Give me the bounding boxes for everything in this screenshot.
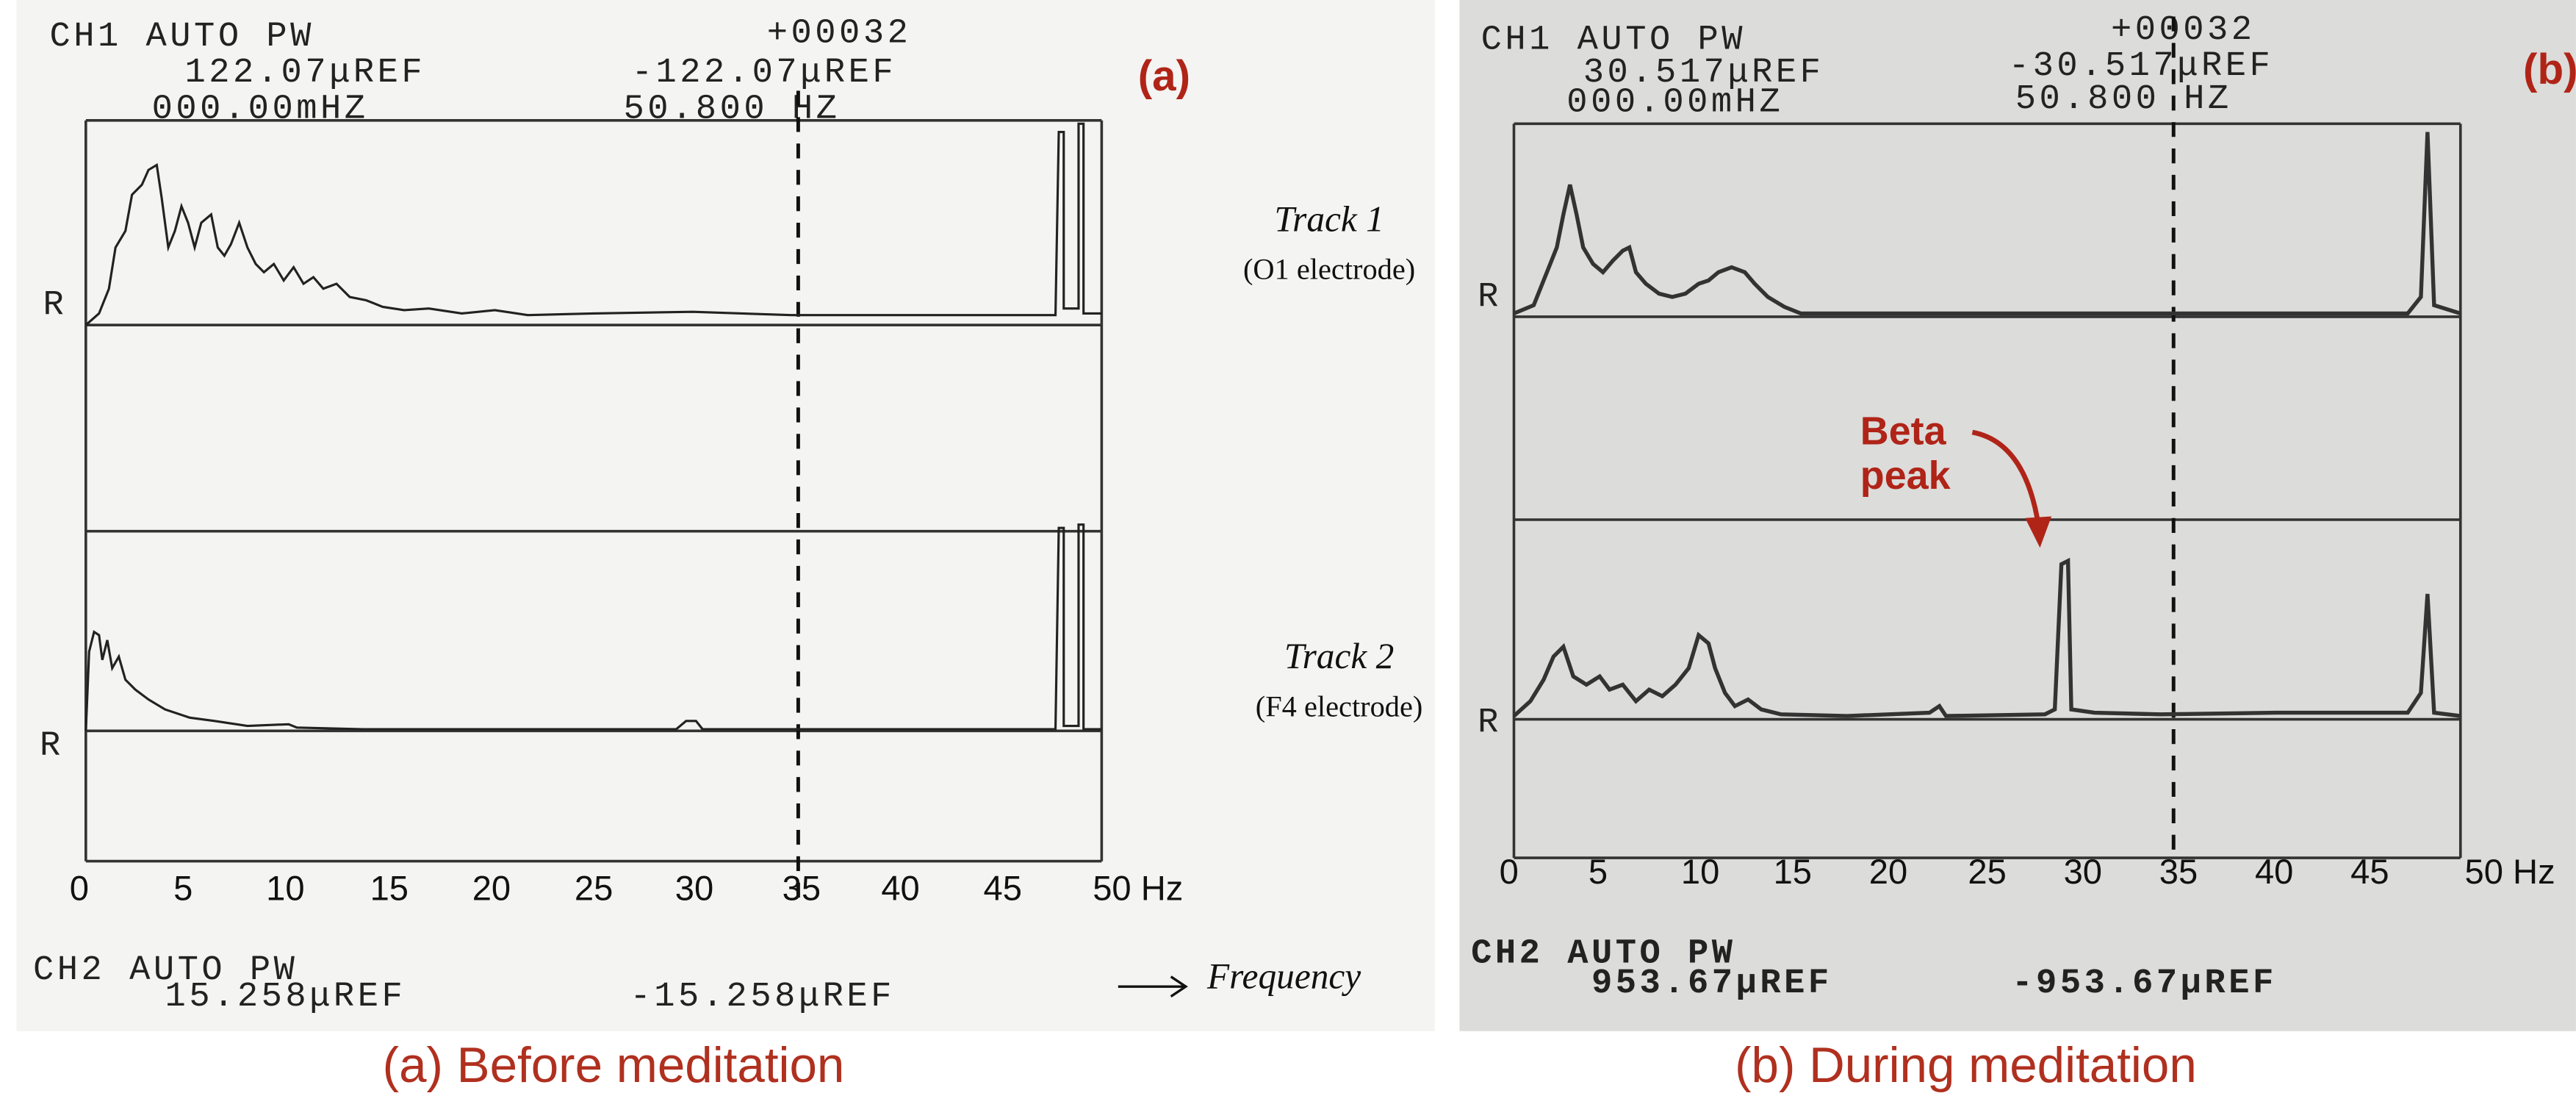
track-label: R bbox=[43, 287, 67, 326]
footer-text: CH2 AUTO PW bbox=[33, 951, 298, 990]
track-label: R bbox=[1478, 704, 1502, 743]
x-tick-label: 50 Hz bbox=[2465, 852, 2555, 891]
annotation: Beta bbox=[1860, 409, 1947, 454]
header-text: -122.07μREF bbox=[632, 54, 896, 93]
x-tick-label: 30 bbox=[2064, 852, 2102, 891]
x-tick-label: 0 bbox=[1500, 852, 1519, 891]
header-text: -30.517μREF bbox=[2009, 47, 2273, 86]
track-electrode: (O1 electrode) bbox=[1243, 253, 1415, 286]
x-tick-label: 45 bbox=[984, 868, 1022, 907]
track-name: Track 2 bbox=[1284, 636, 1394, 676]
footer-text: 15.258μREF bbox=[165, 978, 406, 1017]
x-tick-label: 25 bbox=[575, 868, 613, 907]
header-text: CH1 AUTO PW bbox=[49, 18, 314, 57]
x-tick-label: 5 bbox=[173, 868, 193, 907]
track-electrode: (F4 electrode) bbox=[1256, 689, 1423, 723]
x-tick-label: 15 bbox=[370, 868, 409, 907]
x-tick-label: 50 Hz bbox=[1093, 868, 1183, 907]
caption: (a) Before meditation bbox=[383, 1038, 845, 1093]
header-text: 50.800 HZ bbox=[624, 90, 841, 129]
arrow-head bbox=[1170, 975, 1188, 998]
x-tick-label: 20 bbox=[1869, 852, 1907, 891]
panel-a: CH1 AUTO PW +00032 122.07μREF -122.07μRE… bbox=[33, 14, 1361, 1017]
header-text: 122.07μREF bbox=[184, 54, 425, 93]
panel-a-background bbox=[16, 0, 1435, 1031]
x-tick-label: 10 bbox=[266, 868, 304, 907]
axis-note: Frequency bbox=[1206, 956, 1361, 997]
header-text: 000.00mHZ bbox=[1566, 84, 1783, 123]
header-text: 000.00mHZ bbox=[152, 90, 369, 129]
footer-text: -15.258μREF bbox=[630, 978, 894, 1017]
footer-text: CH2 AUTO PW bbox=[1471, 935, 1735, 974]
panel-label: (b) bbox=[2523, 46, 2576, 93]
x-tick-label: 45 bbox=[2350, 852, 2389, 891]
header-text: CH1 AUTO PW bbox=[1481, 21, 1746, 60]
track-label: R bbox=[40, 727, 64, 766]
panel-label: (a) bbox=[1138, 52, 1190, 100]
x-tick-label: 40 bbox=[2255, 852, 2293, 891]
header-text: 50.800 HZ bbox=[2015, 80, 2232, 119]
footer-text: 953.67μREF bbox=[1591, 964, 1832, 1003]
panel-b: CH1 AUTO PW +00032 30.517μREF -30.517μRE… bbox=[1471, 11, 2576, 1003]
x-tick-label: 0 bbox=[70, 868, 89, 907]
x-tick-label: 5 bbox=[1589, 852, 1608, 891]
footer-text: -953.67μREF bbox=[2012, 964, 2276, 1003]
spectrum-trace bbox=[84, 122, 1102, 326]
track-label: R bbox=[1478, 278, 1502, 317]
header-text: 30.517μREF bbox=[1583, 54, 1824, 93]
spectrum-trace bbox=[1512, 557, 2461, 718]
header-text: +00032 bbox=[767, 14, 912, 53]
x-tick-label: 25 bbox=[1968, 852, 2006, 891]
header-text: +00032 bbox=[2111, 11, 2256, 50]
x-tick-label: 35 bbox=[782, 868, 821, 907]
x-tick-label: 20 bbox=[472, 868, 511, 907]
spectrum-trace bbox=[1513, 132, 2461, 316]
x-tick-label: 15 bbox=[1774, 852, 1812, 891]
x-tick-label: 35 bbox=[2159, 852, 2198, 891]
x-tick-label: 40 bbox=[881, 868, 919, 907]
track-name: Track 1 bbox=[1274, 198, 1384, 239]
caption: (b) During meditation bbox=[1735, 1038, 2197, 1093]
x-tick-label: 10 bbox=[1681, 852, 1719, 891]
annotation-arrow-head bbox=[2025, 516, 2052, 548]
panel-b-background bbox=[1459, 0, 2576, 1031]
spectrum-trace bbox=[84, 523, 1102, 731]
annotation: peak bbox=[1860, 454, 1951, 498]
x-tick-label: 30 bbox=[675, 868, 713, 907]
annotation-arrow bbox=[1971, 429, 2041, 526]
